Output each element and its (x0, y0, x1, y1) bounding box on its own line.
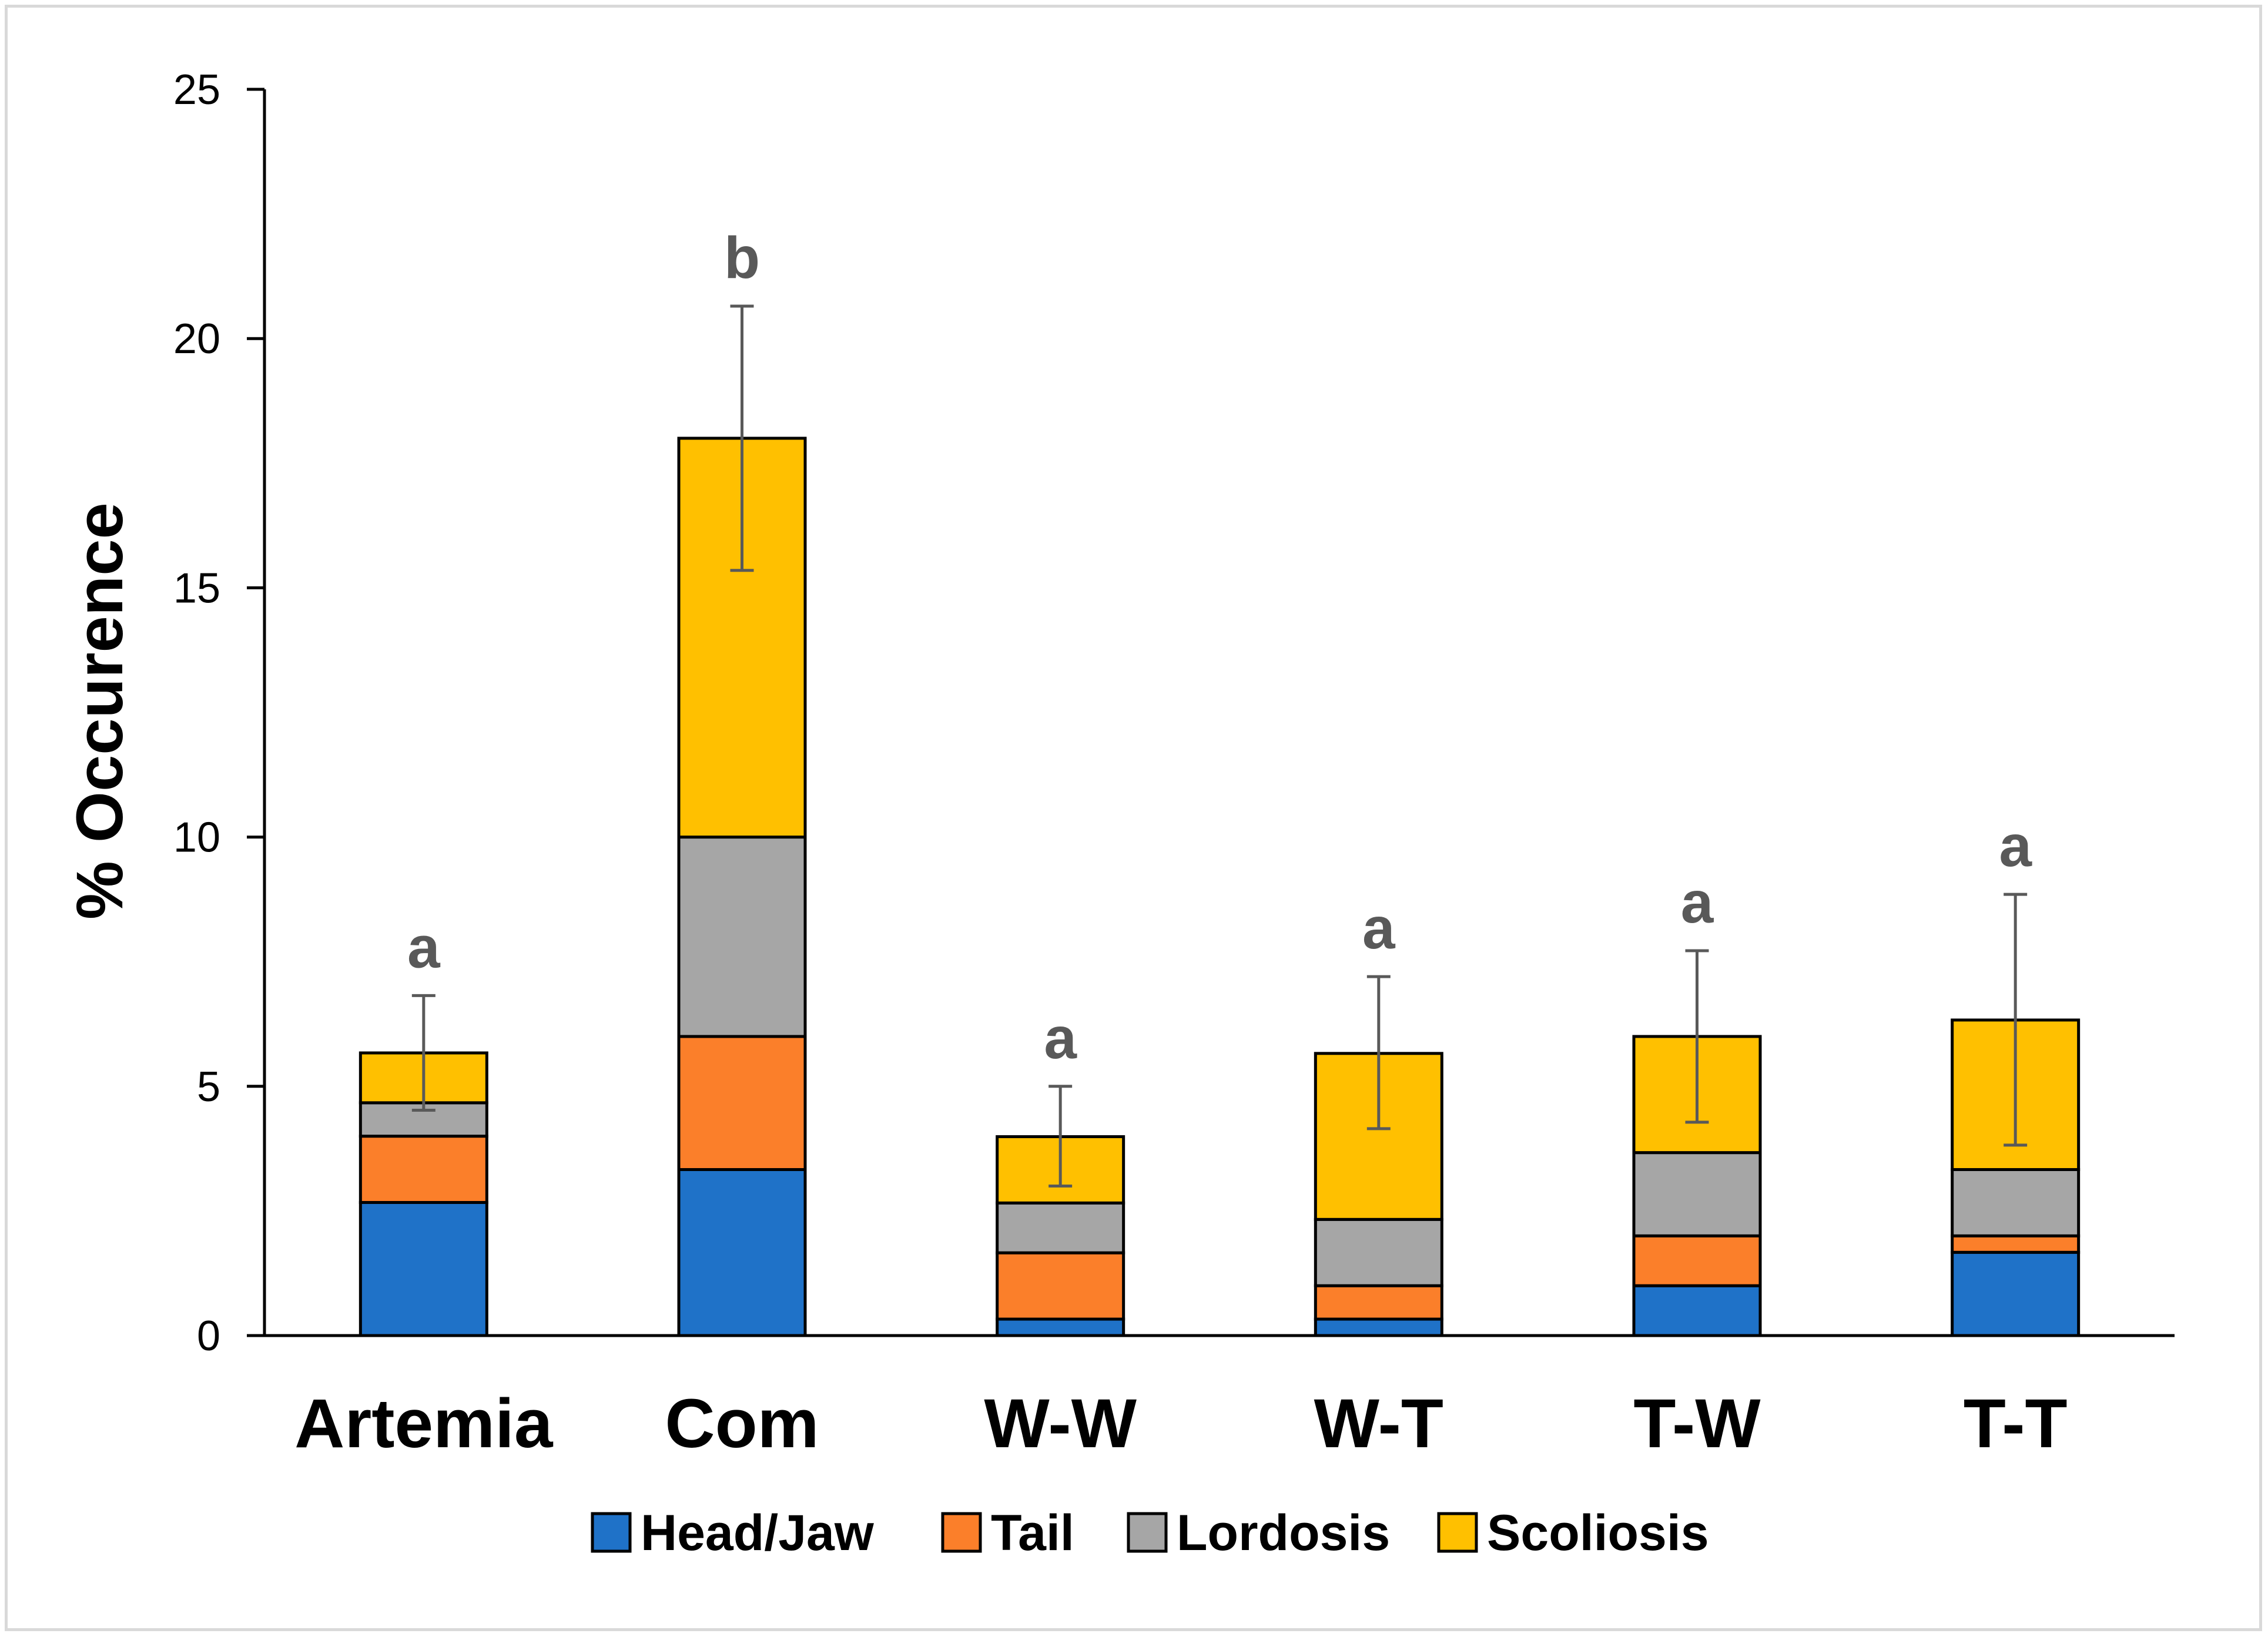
bar-segment-head-jaw (1951, 1250, 2081, 1337)
legend: Head/Jaw Tail Lordosis Scoliosis (591, 1505, 1709, 1561)
y-tick-label: 10 (173, 814, 220, 861)
bar-segment-lordosis (677, 836, 807, 1038)
bar-segment-lordosis (996, 1201, 1125, 1254)
significance-label: a (1362, 895, 1396, 961)
error-bars (411, 304, 2028, 1188)
bar-segment-head-jaw (1632, 1284, 1762, 1337)
bar-segment-tail (1951, 1234, 2081, 1254)
y-tick-label: 15 (173, 565, 220, 612)
legend-swatch-tail (941, 1512, 982, 1553)
significance-label: b (724, 225, 760, 291)
legend-label: Head/Jaw (641, 1505, 875, 1561)
significance-label: a (1681, 870, 1714, 935)
labels: Artemia Com W-W W-T T-W T-T a b a a a a (294, 225, 2068, 1462)
bar-segment-head-jaw (677, 1168, 807, 1337)
legend-swatch-head-jaw (591, 1512, 632, 1553)
x-category-label: W-W (984, 1385, 1137, 1462)
y-tick-label: 5 (197, 1064, 220, 1111)
bar-segment-head-jaw (1314, 1317, 1443, 1337)
axes: 0 5 10 15 20 25 (173, 66, 2175, 1360)
y-tick-label: 25 (173, 66, 220, 113)
significance-label: a (1999, 813, 2032, 879)
legend-swatch-scoliosis (1437, 1512, 1478, 1553)
bar-segment-lordosis (1314, 1217, 1443, 1287)
bar-segment-tail (996, 1251, 1125, 1321)
y-axis-label: % Occurence (63, 502, 136, 920)
legend-label: Tail (991, 1505, 1074, 1561)
chart-frame (5, 5, 2262, 1631)
x-category-label: T-T (1964, 1385, 2068, 1462)
legend-swatch-lordosis (1127, 1512, 1168, 1553)
x-category-label: Com (665, 1385, 819, 1462)
bar-segment-lordosis (1632, 1151, 1762, 1237)
y-tick-label: 0 (197, 1313, 220, 1360)
significance-label: a (407, 914, 441, 980)
x-category-label: Artemia (294, 1385, 554, 1462)
legend-label: Lordosis (1177, 1505, 1390, 1561)
bar-segment-tail (1632, 1234, 1762, 1287)
y-tick-label: 20 (173, 316, 220, 363)
bar-segment-tail (359, 1135, 488, 1204)
bar-segment-head-jaw (359, 1200, 488, 1337)
legend-label: Scoliosis (1487, 1505, 1709, 1561)
x-category-label: T-W (1633, 1385, 1761, 1462)
bar-segment-lordosis (1951, 1168, 2081, 1237)
x-category-label: W-T (1314, 1385, 1443, 1462)
bar-segment-tail (1314, 1284, 1443, 1321)
significance-label: a (1044, 1005, 1077, 1071)
bar-segment-tail (677, 1035, 807, 1171)
bar-segment-head-jaw (996, 1317, 1125, 1337)
bars (359, 437, 2081, 1337)
